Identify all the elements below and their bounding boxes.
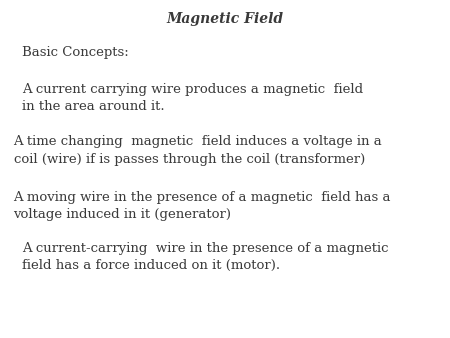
Text: A moving wire in the presence of a magnetic  field has a
voltage induced in it (: A moving wire in the presence of a magne…: [14, 191, 391, 221]
Text: A current carrying wire produces a magnetic  field
in the area around it.: A current carrying wire produces a magne…: [22, 83, 364, 113]
Text: Magnetic Field: Magnetic Field: [166, 12, 284, 26]
Text: A time changing  magnetic  field induces a voltage in a
coil (wire) if is passes: A time changing magnetic field induces a…: [14, 135, 382, 166]
Text: Basic Concepts:: Basic Concepts:: [22, 46, 129, 58]
Text: A current-carrying  wire in the presence of a magnetic
field has a force induced: A current-carrying wire in the presence …: [22, 242, 389, 272]
